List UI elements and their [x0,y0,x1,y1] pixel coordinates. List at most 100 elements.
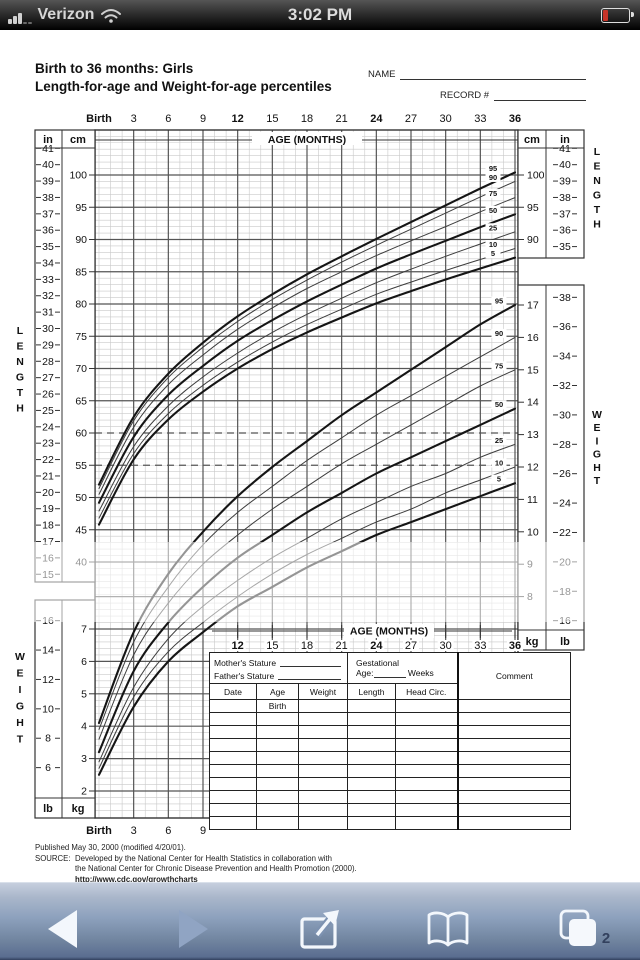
svg-text:11: 11 [527,494,538,506]
svg-text:17: 17 [42,536,54,548]
svg-text:in: in [560,134,570,146]
svg-text:40: 40 [42,159,54,171]
svg-text:7: 7 [81,624,87,636]
svg-text:W: W [592,409,602,421]
svg-text:26: 26 [42,389,54,401]
svg-text:30: 30 [440,640,452,652]
svg-text:5: 5 [81,688,87,700]
column-header-age: Age [256,683,299,700]
svg-text:15: 15 [527,364,539,376]
svg-text:10: 10 [527,526,539,538]
svg-text:30: 30 [559,409,571,421]
table-row [209,790,572,804]
svg-text:95: 95 [75,202,87,214]
svg-text:8: 8 [45,733,51,745]
gestational-age-blank [373,669,406,678]
column-header-head-circ-: Head Circ. [394,683,459,700]
comment-header-cell: Comment [456,652,572,700]
svg-text:25: 25 [495,436,503,445]
svg-text:18: 18 [301,113,313,125]
svg-text:12: 12 [527,462,539,474]
svg-text:36: 36 [42,225,54,237]
svg-text:13: 13 [527,429,539,441]
tab-count-badge: 2 [601,930,611,947]
svg-text:24: 24 [42,421,54,433]
svg-text:kg: kg [72,803,85,815]
svg-text:10: 10 [495,459,503,468]
mothers-stature-blank [280,666,341,667]
svg-text:100: 100 [69,170,87,182]
svg-text:20: 20 [42,487,54,499]
svg-text:5: 5 [497,475,501,484]
share-button[interactable] [288,905,352,953]
forward-button[interactable] [160,905,224,953]
percentile-curve-25 [98,231,516,512]
svg-text:38: 38 [559,192,571,204]
svg-text:32: 32 [559,380,571,392]
svg-text:12: 12 [42,674,54,686]
svg-text:18: 18 [42,520,54,532]
svg-text:I: I [596,435,599,447]
svg-text:30: 30 [440,113,452,125]
svg-text:30: 30 [42,323,54,335]
percentile-curve-50 [97,407,517,754]
svg-text:T: T [17,387,24,399]
bookmarks-book-icon [427,911,469,947]
mothers-stature-label: Mother's Stature [214,658,277,668]
svg-text:50: 50 [75,492,87,504]
pages-icon [559,909,596,946]
svg-text:kg: kg [526,636,539,648]
status-bar: Verizon 3:02 PM [0,0,640,30]
tabs-button[interactable] [544,905,608,953]
svg-text:24: 24 [370,640,383,652]
svg-text:28: 28 [42,356,54,368]
cdc-url: http://www.cdc.gov/growthcharts [75,874,198,884]
bookmarks-button[interactable] [416,905,480,953]
svg-text:33: 33 [474,640,486,652]
svg-text:24: 24 [370,113,383,125]
svg-text:12: 12 [232,640,244,652]
svg-text:T: T [594,475,601,487]
clock: 3:02 PM [287,5,353,24]
back-button[interactable] [32,905,96,953]
source-label: SOURCE: [35,853,71,863]
svg-text:36: 36 [559,225,571,237]
svg-text:H: H [16,403,24,415]
svg-text:95: 95 [527,202,539,214]
svg-text:50: 50 [489,206,497,215]
svg-text:31: 31 [42,307,54,319]
svg-text:Birth: Birth [86,825,112,837]
svg-text:in: in [43,134,53,146]
svg-text:75: 75 [489,189,497,198]
svg-text:27: 27 [405,640,417,652]
svg-text:10: 10 [42,703,54,715]
fathers-stature-label: Father's Stature [214,671,275,681]
svg-text:G: G [16,372,24,384]
carrier-label: Verizon [37,6,95,23]
svg-text:28: 28 [559,439,571,451]
svg-text:27: 27 [405,113,417,125]
weeks-label: Weeks [407,668,434,678]
svg-text:23: 23 [42,438,54,450]
svg-text:6: 6 [45,762,51,774]
svg-text:4: 4 [81,721,87,733]
svg-text:14: 14 [42,645,54,657]
table-row [209,764,572,778]
svg-text:90: 90 [75,234,87,246]
svg-text:14: 14 [527,397,539,409]
battery-level [603,10,608,21]
svg-text:21: 21 [336,113,348,125]
document-footer: Published May 30, 2000 (modified 4/20/01… [35,843,595,885]
svg-text:29: 29 [42,339,54,351]
percentile-curve-10 [98,248,516,519]
svg-text:39: 39 [559,176,571,188]
svg-text:10: 10 [489,240,497,249]
measurement-table: Mother's Stature Father's Stature Gestat… [209,652,572,830]
stature-cell: Mother's Stature Father's Stature [209,652,348,684]
svg-text:25: 25 [489,223,497,232]
svg-text:33: 33 [42,274,54,286]
svg-text:W: W [15,651,25,663]
svg-text:55: 55 [75,460,87,472]
svg-text:Birth: Birth [86,113,112,125]
